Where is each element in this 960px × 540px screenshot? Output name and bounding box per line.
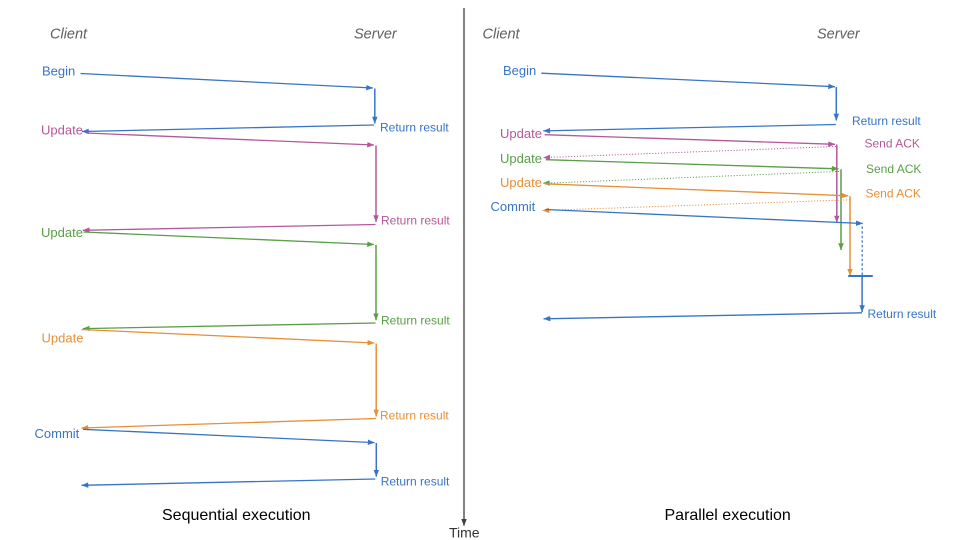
svg-text:Update: Update [500,151,542,166]
svg-text:Update: Update [500,175,542,190]
svg-text:Update: Update [42,331,84,346]
svg-text:Send ACK: Send ACK [865,137,920,151]
svg-text:Begin: Begin [503,63,536,78]
svg-text:Commit: Commit [491,199,536,214]
svg-text:Client: Client [483,27,521,43]
svg-text:Client: Client [50,27,88,43]
svg-text:Update: Update [500,126,542,141]
svg-text:Send ACK: Send ACK [866,186,921,200]
svg-text:Begin: Begin [42,64,75,79]
svg-text:Return result: Return result [852,114,921,128]
svg-text:Send ACK: Send ACK [866,162,921,176]
svg-text:Parallel execution: Parallel execution [665,507,791,524]
svg-text:Return result: Return result [381,214,450,228]
svg-text:Return result: Return result [381,314,450,328]
svg-text:Return result: Return result [381,475,450,489]
svg-text:Server: Server [354,27,398,43]
svg-text:Time: Time [449,525,480,540]
svg-text:Return result: Return result [380,409,449,423]
svg-text:Return result: Return result [380,120,449,134]
svg-text:Sequential execution: Sequential execution [162,507,311,524]
svg-text:Update: Update [41,123,83,138]
svg-text:Return result: Return result [868,307,937,321]
svg-text:Server: Server [817,27,861,43]
svg-text:Commit: Commit [35,426,80,441]
svg-text:Update: Update [41,225,83,240]
